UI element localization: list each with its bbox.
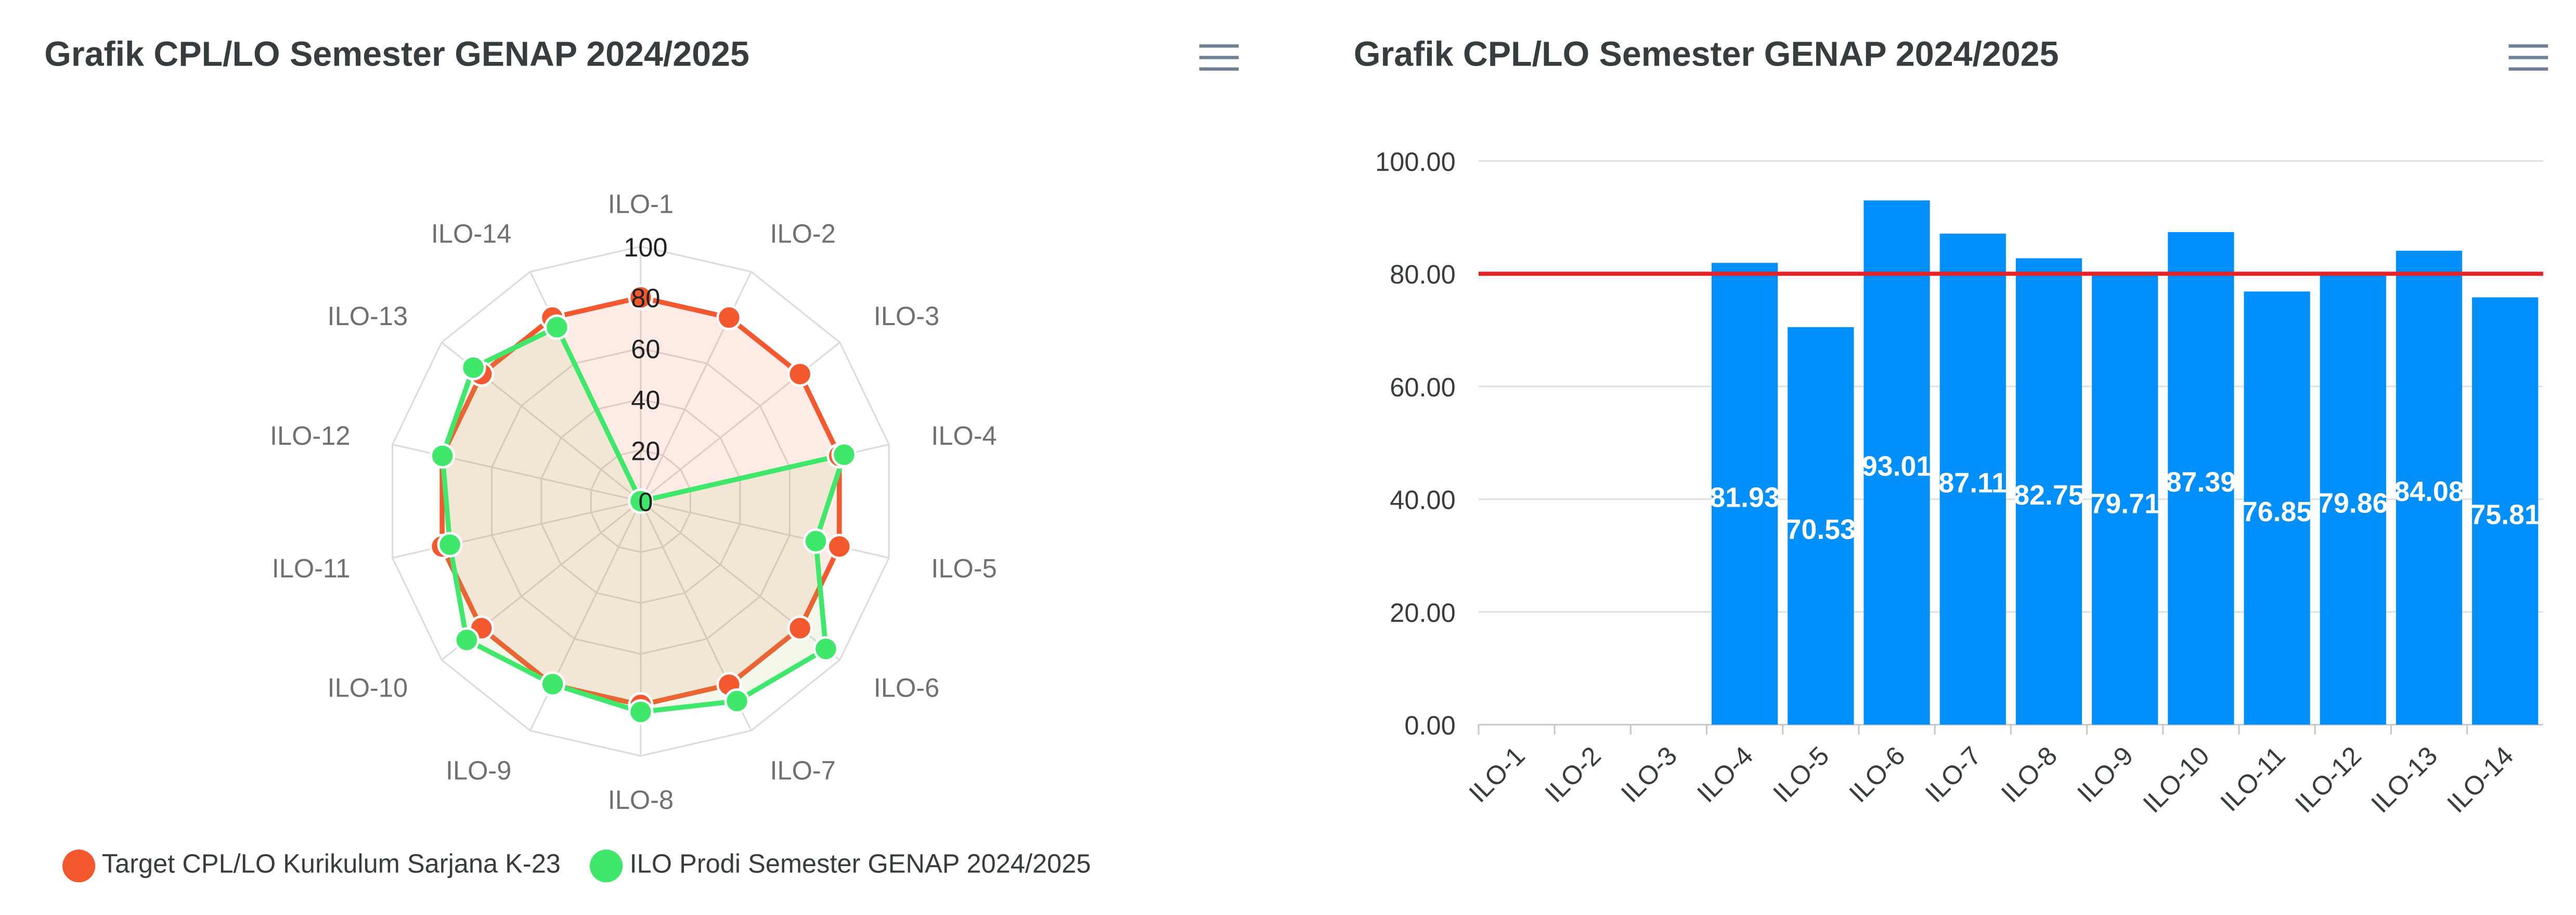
bar <box>2092 275 2158 725</box>
bar-data-label: 79.71 <box>2090 488 2160 519</box>
bar-data-label: 79.86 <box>2318 488 2388 519</box>
hamburger-icon[interactable] <box>1199 44 1239 74</box>
bar <box>1788 327 1854 725</box>
bar <box>1863 200 1930 725</box>
bar-data-label: 70.53 <box>1786 514 1856 545</box>
bar-data-label: 93.01 <box>1862 450 1932 482</box>
bar <box>2472 297 2539 725</box>
bar-x-tick-label: ILO-5 <box>1767 741 1835 808</box>
bar-data-label: 76.85 <box>2242 496 2312 527</box>
radar-point <box>454 627 480 653</box>
bar-x-tick-label: ILO-7 <box>1919 741 1987 808</box>
radar-tick-label: 80 <box>631 283 660 313</box>
radar-axis-label: ILO-12 <box>270 421 350 450</box>
radar-axis-label: ILO-5 <box>931 553 996 583</box>
radar-axis-label: ILO-6 <box>874 673 939 703</box>
radar-axis-label: ILO-8 <box>608 785 674 815</box>
radar-axis-label: ILO-14 <box>431 218 511 248</box>
bar <box>1712 263 1778 725</box>
bar-y-tick-label: 0.00 <box>1404 711 1455 740</box>
radar-axis-label: ILO-10 <box>328 673 408 703</box>
bar-x-tick-label: ILO-14 <box>2441 741 2519 819</box>
legend-item-prodi[interactable]: ILO Prodi Semester GENAP 2024/2025 <box>590 849 1091 883</box>
bar <box>2015 258 2082 725</box>
bar-data-label: 81.93 <box>1710 482 1779 513</box>
bar-x-tick-label: ILO-2 <box>1539 741 1607 808</box>
bar-data-label: 75.81 <box>2470 499 2540 531</box>
bar-x-tick-label: ILO-9 <box>2072 741 2139 808</box>
bar <box>2320 274 2386 725</box>
bar-chart-title: Grafik CPL/LO Semester GENAP 2024/2025 <box>1353 36 2059 74</box>
bar <box>2396 251 2463 725</box>
radar-chart-title: Grafik CPL/LO Semester GENAP 2024/2025 <box>44 36 749 74</box>
bar <box>2244 291 2310 725</box>
radar-point <box>831 442 857 468</box>
radar-point <box>628 285 654 311</box>
radar-chart: ILO-1 ILO-2 ILO-3 ILO-4 ILO-5 ILO-6 ILO-7 ILO-8… <box>270 189 997 815</box>
radar-point <box>787 615 813 641</box>
legend-marker <box>62 849 96 883</box>
radar-tick-label: 100 <box>624 233 667 262</box>
radar-axis-label: ILO-9 <box>446 756 511 785</box>
bar-x-tick-label: ILO-8 <box>1996 741 2063 808</box>
bar-data-label: 82.75 <box>2014 480 2083 511</box>
radar-legend: Target CPL/LO Kurikulum Sarjana K-23 ILO… <box>62 849 1091 883</box>
radar-point <box>716 305 742 331</box>
bar-x-tick-label: ILO-10 <box>2137 741 2215 819</box>
radar-tick-label: 60 <box>631 334 660 364</box>
radar-point <box>787 361 813 387</box>
legend-label: ILO Prodi Semester GENAP 2024/2025 <box>629 851 1091 879</box>
radar-tick-label: 0 <box>638 487 653 517</box>
bar-y-tick-label: 80.00 <box>1390 260 1455 289</box>
radar-axis-label: ILO-4 <box>931 421 996 450</box>
radar-point <box>544 314 570 340</box>
radar-point <box>460 355 486 381</box>
bar-x-tick-label: ILO-11 <box>2215 741 2291 817</box>
radar-point <box>724 688 750 714</box>
radar-point <box>540 671 566 697</box>
radar-axis-label: ILO-3 <box>874 301 939 331</box>
hamburger-icon[interactable] <box>2508 44 2548 74</box>
bar-x-tick-label: ILO-12 <box>2289 741 2367 819</box>
bar <box>2168 232 2234 725</box>
radar-point <box>437 532 463 558</box>
bar-y-tick-label: 60.00 <box>1390 372 1455 402</box>
radar-axis-label: ILO-13 <box>328 301 408 331</box>
radar-axis-label: ILO-11 <box>272 553 351 583</box>
radar-axis-label: ILO-2 <box>770 218 835 248</box>
bar-x-tick-label: ILO-6 <box>1843 741 1911 808</box>
radar-axis-label: ILO-1 <box>608 189 674 219</box>
bar-x-tick-label: ILO-1 <box>1463 741 1531 808</box>
legend-marker <box>590 849 623 883</box>
bar-data-label: 87.11 <box>1939 467 2007 498</box>
bar-x-tick-label: ILO-4 <box>1691 741 1759 808</box>
bar-data-label: 84.08 <box>2394 476 2464 507</box>
bar-y-tick-label: 100.00 <box>1375 147 1456 177</box>
radar-point <box>628 488 654 514</box>
radar-point <box>813 636 839 662</box>
radar-point <box>803 528 829 554</box>
radar-point <box>826 534 852 560</box>
radar-point <box>628 699 654 725</box>
bar-data-label: 87.39 <box>2166 467 2236 498</box>
radar-tick-label: 40 <box>631 385 660 415</box>
radar-point <box>430 443 456 469</box>
bar-y-tick-label: 20.00 <box>1390 598 1455 627</box>
bar-y-tick-label: 40.00 <box>1390 485 1455 515</box>
legend-item-target[interactable]: Target CPL/LO Kurikulum Sarjana K-23 <box>62 849 561 883</box>
bar-x-tick-label: ILO-13 <box>2365 741 2443 819</box>
bar-x-tick-label: ILO-3 <box>1615 741 1682 808</box>
radar-tick-label: 20 <box>631 436 660 466</box>
bar <box>1939 234 2006 725</box>
radar-axis-label: ILO-7 <box>770 756 835 785</box>
legend-label: Target CPL/LO Kurikulum Sarjana K-23 <box>101 851 561 879</box>
